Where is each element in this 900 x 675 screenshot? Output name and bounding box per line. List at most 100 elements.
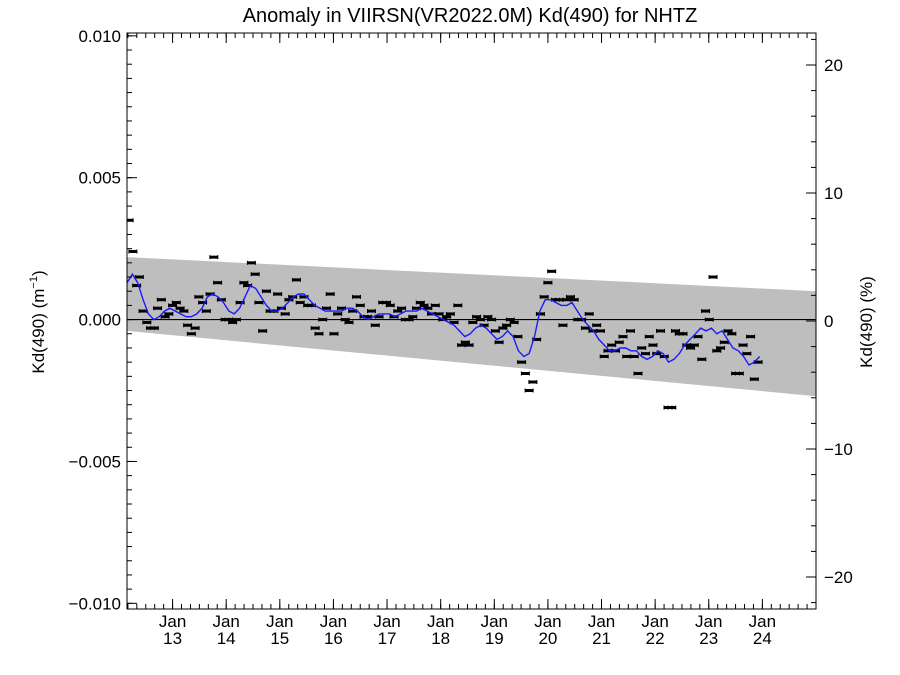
data-point bbox=[644, 334, 654, 339]
data-point bbox=[483, 314, 493, 319]
data-point bbox=[254, 300, 264, 305]
data-point bbox=[213, 280, 223, 285]
data-point bbox=[629, 354, 639, 359]
x-tick-label-month: Jan bbox=[695, 612, 722, 631]
x-tick-label-year: 14 bbox=[217, 629, 236, 648]
y-tick-label-left: −0.005 bbox=[69, 452, 121, 471]
data-point bbox=[258, 328, 268, 333]
data-point bbox=[291, 277, 301, 282]
data-point bbox=[228, 320, 238, 325]
data-point bbox=[344, 320, 354, 325]
data-point bbox=[502, 323, 512, 328]
data-point bbox=[577, 317, 587, 322]
data-point bbox=[318, 317, 328, 322]
data-point bbox=[535, 311, 545, 316]
axes: −0.010−0.0050.0000.0050.010−20−1001020Ja… bbox=[69, 27, 853, 648]
data-point bbox=[678, 331, 688, 336]
data-point bbox=[149, 326, 159, 331]
data-point bbox=[333, 311, 343, 316]
data-point bbox=[723, 328, 733, 333]
data-point bbox=[153, 306, 163, 311]
data-point bbox=[250, 272, 260, 277]
data-point bbox=[708, 275, 718, 280]
data-point bbox=[704, 317, 714, 322]
data-point bbox=[430, 303, 440, 308]
data-point bbox=[648, 343, 658, 348]
data-point bbox=[201, 309, 211, 314]
data-point bbox=[460, 340, 470, 345]
x-tick-label-month: Jan bbox=[373, 612, 400, 631]
data-point bbox=[171, 300, 181, 305]
data-point bbox=[712, 348, 722, 353]
data-point bbox=[183, 323, 193, 328]
data-point bbox=[445, 311, 455, 316]
data-point bbox=[599, 354, 609, 359]
y-tick-label-left: 0.005 bbox=[78, 169, 121, 188]
x-tick-label-month: Jan bbox=[266, 612, 293, 631]
data-point bbox=[382, 300, 392, 305]
data-point bbox=[498, 326, 508, 331]
data-point bbox=[156, 297, 166, 302]
data-point bbox=[179, 309, 189, 314]
data-point bbox=[520, 371, 530, 376]
data-point bbox=[415, 300, 425, 305]
data-point bbox=[295, 300, 305, 305]
data-point bbox=[464, 343, 474, 348]
x-tick-label-month: Jan bbox=[588, 612, 615, 631]
plot-inner bbox=[127, 218, 816, 410]
x-tick-label-year: 15 bbox=[270, 629, 289, 648]
x-tick-label-year: 20 bbox=[538, 629, 557, 648]
data-point bbox=[640, 351, 650, 356]
data-point bbox=[408, 314, 418, 319]
x-tick-label-year: 18 bbox=[431, 629, 450, 648]
data-point bbox=[475, 317, 485, 322]
data-point bbox=[749, 377, 759, 382]
data-point bbox=[505, 317, 515, 322]
x-tick-label-month: Jan bbox=[320, 612, 347, 631]
data-point bbox=[453, 303, 463, 308]
data-point bbox=[697, 357, 707, 362]
data-point bbox=[367, 309, 377, 314]
y-tick-label-left: −0.010 bbox=[69, 594, 121, 613]
x-tick-label-month: Jan bbox=[212, 612, 239, 631]
y-tick-label-right: 20 bbox=[824, 56, 843, 75]
x-tick-label-month: Jan bbox=[427, 612, 454, 631]
data-point bbox=[569, 297, 579, 302]
data-point bbox=[595, 328, 605, 333]
y-tick-label-left: 0.000 bbox=[78, 311, 121, 330]
data-point bbox=[607, 343, 617, 348]
data-point bbox=[667, 405, 677, 410]
data-point bbox=[190, 326, 200, 331]
x-tick-label-month: Jan bbox=[641, 612, 668, 631]
data-point bbox=[580, 326, 590, 331]
data-point bbox=[494, 340, 504, 345]
data-point bbox=[734, 371, 744, 376]
data-point bbox=[565, 294, 575, 299]
y-axis-label-left: Kd(490) (m−1) bbox=[28, 270, 48, 373]
data-point bbox=[142, 320, 152, 325]
data-point bbox=[128, 249, 138, 254]
x-tick-label-year: 16 bbox=[324, 629, 343, 648]
x-tick-label-year: 23 bbox=[699, 629, 718, 648]
data-point bbox=[689, 343, 699, 348]
data-point bbox=[524, 388, 534, 393]
data-point bbox=[490, 328, 500, 333]
trend-band bbox=[127, 257, 816, 397]
data-point bbox=[280, 311, 290, 316]
data-point bbox=[284, 297, 294, 302]
data-point bbox=[325, 292, 335, 297]
y-tick-label-right: 10 bbox=[824, 184, 843, 203]
data-point bbox=[231, 317, 241, 322]
data-point bbox=[329, 331, 339, 336]
data-point bbox=[539, 294, 549, 299]
x-tick-label-month: Jan bbox=[749, 612, 776, 631]
x-tick-label-year: 21 bbox=[592, 629, 611, 648]
data-point bbox=[175, 306, 185, 311]
y-tick-label-right: −10 bbox=[824, 440, 853, 459]
data-point bbox=[209, 255, 219, 260]
data-point bbox=[716, 345, 726, 350]
data-point bbox=[194, 294, 204, 299]
x-tick-label-month: Jan bbox=[159, 612, 186, 631]
data-point bbox=[727, 331, 737, 336]
